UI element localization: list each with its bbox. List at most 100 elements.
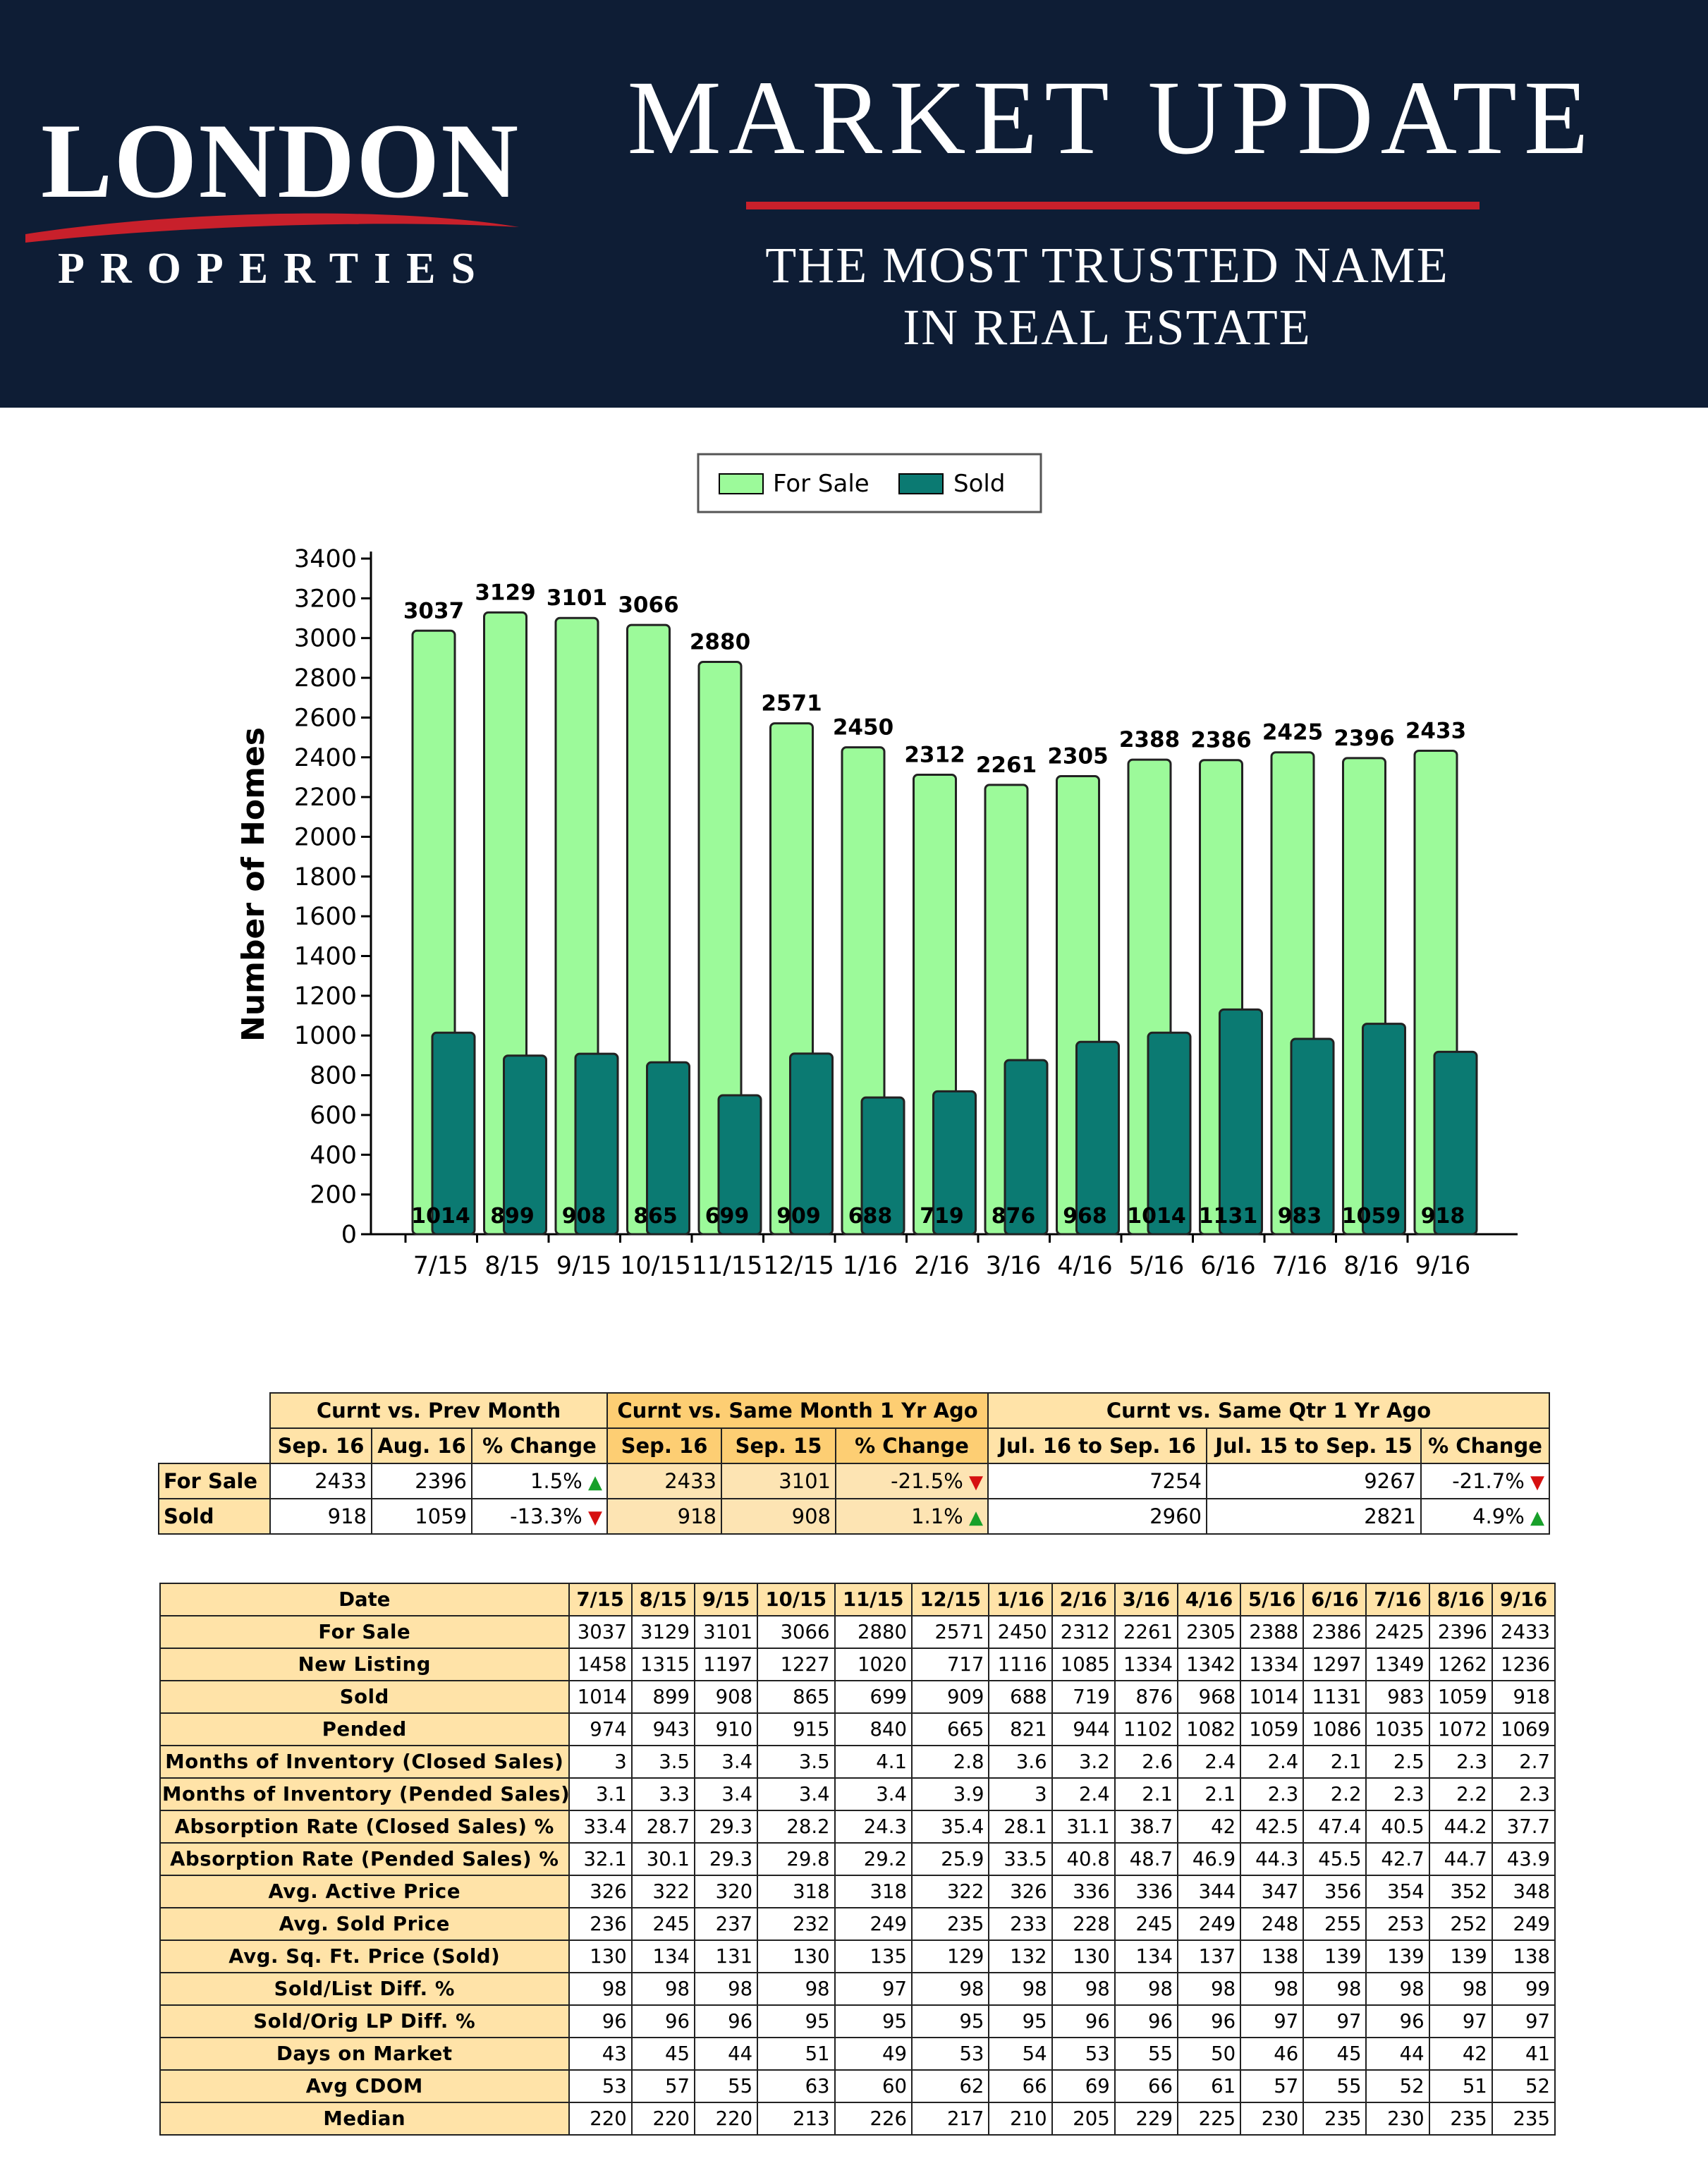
stats-cell: 220 [568,2102,633,2136]
stats-cell: 53 [568,2069,633,2103]
stats-cell: 968 [1176,1680,1242,1714]
cell-text: 1059 [415,1504,467,1528]
cell-text: 2821 [1364,1504,1417,1528]
stats-row-label: For Sale [159,1615,570,1649]
stats-cell: 899 [630,1680,695,1714]
stats-cell: 44.3 [1240,1842,1305,1876]
month-header: 8/15 [630,1583,695,1616]
stats-row: Sold/List Diff. % 98 98 98 98 97 98 98 98 98 98 98 9… [159,1972,1556,2006]
stats-cell: 95 [834,2004,913,2038]
stats-cell: 96 [568,2004,633,2038]
stats-cell: 1315 [630,1648,695,1681]
stats-cell: 1059 [1240,1712,1305,1746]
data-label-for-sale: 2396 [1334,726,1394,751]
stats-row: Months of Inventory (Closed Sales) 3 3.5 3.… [159,1745,1556,1779]
stats-cell: 237 [693,1907,759,1941]
value-cell: 2960 [987,1498,1208,1535]
stats-cell: 1085 [1051,1648,1116,1681]
month-header: 5/16 [1240,1583,1305,1616]
stats-cell: 129 [910,1940,990,1973]
stats-cell: 46 [1240,2037,1305,2071]
x-tick-label: 11/15 [692,1252,763,1280]
bar-sold [1147,1031,1192,1236]
stats-cell: 326 [988,1875,1053,1908]
y-tick-label: 2400 [294,744,357,772]
stats-cell: 213 [757,2102,836,2136]
stats-cell: 228 [1051,1907,1116,1941]
legend-label-for-sale: For Sale [773,470,870,498]
trend-down-icon: ▼ [1524,1472,1545,1493]
value-cell: 3101 [721,1463,836,1499]
month-header: 4/16 [1176,1583,1242,1616]
stats-cell: 45 [1303,2037,1367,2071]
stats-cell: 249 [1491,1907,1556,1941]
stats-row-label: Absorption Rate (Closed Sales) % [159,1810,570,1844]
stats-cell: 2450 [988,1615,1053,1649]
stats-cell: 97 [1491,2004,1556,2038]
stats-cell: 2.4 [1176,1745,1242,1779]
stats-row: Avg. Sold Price 236 245 237 232 249 235 233 228 2… [159,1907,1556,1941]
group-same-month: Curnt vs. Same Month 1 Yr Ago [606,1392,989,1429]
y-tick-label: 2200 [294,784,357,812]
column-header: Jul. 15 to Sep. 15 [1206,1427,1422,1464]
stats-cell: 225 [1176,2102,1242,2136]
stats-cell: 3037 [568,1615,633,1649]
data-label-sold: 899 [490,1204,535,1229]
stats-row: For Sale 3037 3129 3101 3066 2880 2571 2450 2312… [159,1615,1556,1649]
trend-up-icon: ▲ [963,1507,984,1528]
stats-cell: 230 [1240,2102,1305,2136]
stats-cell: 245 [1114,1907,1178,1941]
stats-cell: 336 [1051,1875,1116,1908]
stats-cell: 55 [1114,2037,1178,2071]
y-tick-label: 800 [310,1062,357,1090]
logo-swoosh-icon [25,213,519,243]
data-label-for-sale: 2880 [690,630,750,655]
trend-up-icon: ▲ [1524,1507,1545,1528]
stats-cell: 3129 [630,1615,695,1649]
stats-cell: 322 [910,1875,990,1908]
stats-cell: 42.7 [1365,1842,1430,1876]
stats-cell: 55 [693,2069,759,2103]
stats-cell: 1262 [1428,1648,1493,1681]
x-tick-label: 5/16 [1129,1252,1185,1280]
pct-change-cell: 1.1% ▲ [834,1498,989,1535]
bar-sold [860,1096,905,1236]
cell-text: 2433 [315,1469,367,1493]
stats-cell: 252 [1428,1907,1493,1941]
stats-cell: 52 [1365,2069,1430,2103]
stats-cell: 98 [1240,1972,1305,2006]
stats-cell: 1236 [1491,1648,1556,1681]
stats-cell: 134 [1114,1940,1178,1973]
data-label-for-sale: 2261 [976,753,1037,778]
stats-cell: 42.5 [1240,1810,1305,1844]
trend-up-icon: ▲ [582,1472,602,1493]
data-label-sold: 1131 [1199,1204,1258,1229]
stats-cell: 229 [1114,2102,1178,2136]
stats-cell: 249 [1176,1907,1242,1941]
stats-cell: 699 [834,1680,913,1714]
data-label-sold: 688 [848,1204,893,1229]
column-header: Sep. 16 [269,1427,372,1464]
stats-cell: 876 [1114,1680,1178,1714]
stats-cell: 865 [757,1680,836,1714]
stats-cell: 1334 [1240,1648,1305,1681]
stats-row-label: Avg. Sold Price [159,1907,570,1941]
stats-cell: 3.3 [630,1777,695,1811]
month-header: 8/16 [1428,1583,1493,1616]
stats-cell: 2.3 [1240,1777,1305,1811]
stats-cell: 840 [834,1712,913,1746]
month-header: 7/15 [568,1583,633,1616]
value-cell: 9267 [1206,1463,1422,1499]
month-header: 1/16 [988,1583,1053,1616]
stats-row: Avg CDOM 53 57 55 63 60 62 66 69 66 61 57 55 52 51 52 [159,2069,1556,2103]
month-header: 2/16 [1051,1583,1116,1616]
data-label-for-sale: 2386 [1190,728,1251,753]
month-header: 12/15 [910,1583,990,1616]
stats-cell: 1197 [693,1648,759,1681]
stats-cell: 57 [630,2069,695,2103]
stats-cell: 3.2 [1051,1745,1116,1779]
stats-cell: 98 [988,1972,1053,2006]
cell-text: 2396 [415,1469,467,1493]
stats-cell: 909 [910,1680,990,1714]
y-tick-label: 200 [310,1181,357,1210]
